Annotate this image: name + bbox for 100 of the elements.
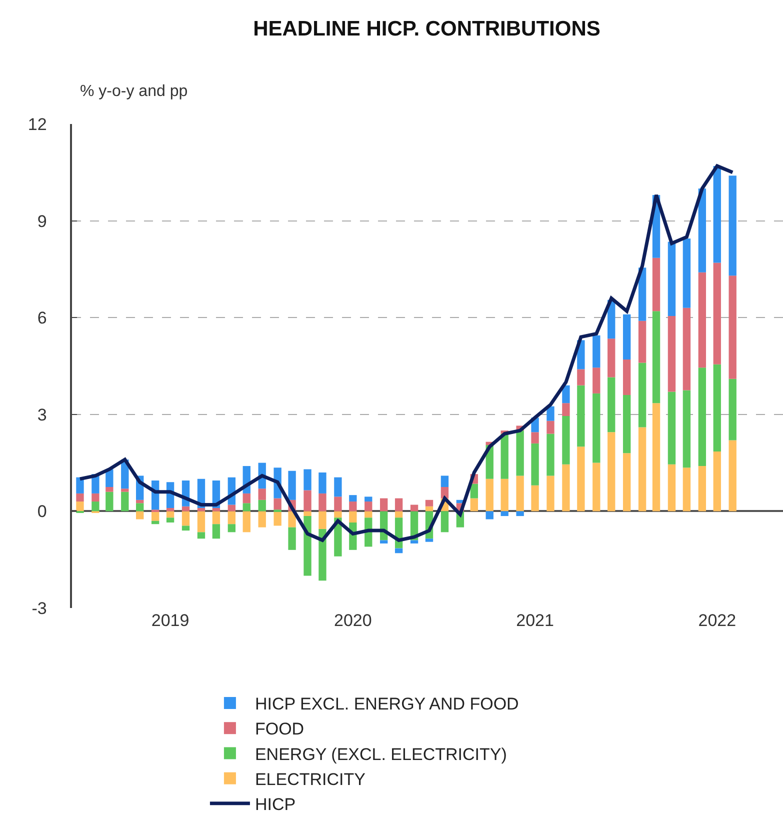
bar xyxy=(334,496,342,512)
bar xyxy=(349,495,357,502)
bar xyxy=(531,443,539,486)
bar xyxy=(182,506,190,512)
bar xyxy=(622,453,631,512)
bar xyxy=(258,488,266,500)
bar xyxy=(425,538,434,542)
bar xyxy=(728,176,736,276)
bar xyxy=(728,276,736,379)
bar xyxy=(668,316,676,392)
bar xyxy=(698,188,706,272)
bar xyxy=(470,498,478,512)
y-tick-label: -3 xyxy=(32,598,47,618)
bar xyxy=(136,511,144,520)
bar xyxy=(304,469,312,490)
bar xyxy=(546,476,554,512)
bar xyxy=(608,377,616,432)
bar xyxy=(668,242,676,316)
bar xyxy=(622,395,631,454)
bar xyxy=(592,462,600,512)
bar xyxy=(531,485,539,512)
bar xyxy=(713,364,721,452)
bar xyxy=(288,470,296,500)
bar xyxy=(531,432,539,444)
bar xyxy=(92,502,100,512)
bar xyxy=(166,511,174,518)
bar xyxy=(500,511,508,516)
bar xyxy=(212,511,220,524)
bar xyxy=(668,392,676,464)
bar xyxy=(318,511,326,529)
bar xyxy=(608,432,616,512)
bar xyxy=(698,272,706,368)
bar xyxy=(728,440,736,512)
legend-label: ENERGY (EXCL. ELECTRICITY) xyxy=(254,744,507,764)
bar xyxy=(410,504,418,512)
bar xyxy=(274,511,282,526)
bar xyxy=(394,511,403,518)
bar xyxy=(92,493,100,502)
bar xyxy=(394,498,403,512)
bar xyxy=(242,493,250,504)
bar xyxy=(364,502,372,512)
x-tick-label: 2019 xyxy=(151,611,190,630)
y-tick-label: 0 xyxy=(37,502,47,522)
x-tick-label: 2020 xyxy=(334,611,372,630)
bar xyxy=(713,262,721,364)
bar xyxy=(151,520,160,524)
bar xyxy=(334,477,342,497)
bar xyxy=(380,540,388,544)
bar xyxy=(577,369,585,386)
bar xyxy=(682,468,691,512)
bar xyxy=(486,478,494,512)
bar xyxy=(318,472,326,494)
legend-label: HICP xyxy=(254,795,296,814)
bar xyxy=(638,362,646,428)
bar xyxy=(608,338,616,378)
bar xyxy=(318,528,326,581)
bar xyxy=(228,504,236,512)
bar xyxy=(166,518,174,522)
bar xyxy=(410,540,418,544)
bar xyxy=(470,484,478,498)
bar xyxy=(652,258,660,312)
bar xyxy=(592,368,600,394)
bar xyxy=(136,503,144,512)
bar xyxy=(349,511,357,522)
bar xyxy=(182,511,190,526)
bar xyxy=(698,368,706,466)
bar xyxy=(562,464,570,512)
bar xyxy=(668,464,676,512)
bar xyxy=(304,511,312,516)
bar xyxy=(440,476,449,487)
bar xyxy=(713,166,721,263)
bar xyxy=(546,434,554,476)
bar xyxy=(166,508,174,512)
bar xyxy=(546,420,554,434)
bar xyxy=(228,511,236,524)
bar xyxy=(516,511,524,516)
bar xyxy=(592,393,600,463)
bar xyxy=(76,493,84,502)
bar xyxy=(258,511,266,528)
bar xyxy=(76,477,84,494)
bar xyxy=(500,478,508,512)
bar xyxy=(516,476,524,512)
bar xyxy=(212,524,220,539)
bar xyxy=(500,434,508,479)
bar xyxy=(288,527,296,550)
bar xyxy=(364,511,372,518)
bar xyxy=(562,385,570,404)
bar xyxy=(592,335,600,368)
bar xyxy=(440,511,449,532)
bar xyxy=(228,524,236,532)
bar xyxy=(334,511,342,518)
x-tick-label: 2022 xyxy=(698,611,736,630)
chart-title: HEADLINE HICP. CONTRIBUTIONS xyxy=(253,17,600,40)
bar xyxy=(682,308,691,390)
bar xyxy=(638,320,646,363)
bar xyxy=(242,503,250,512)
bar xyxy=(136,500,144,504)
bar xyxy=(258,500,266,512)
y-tick-label: 3 xyxy=(37,405,47,424)
bar xyxy=(182,526,190,531)
